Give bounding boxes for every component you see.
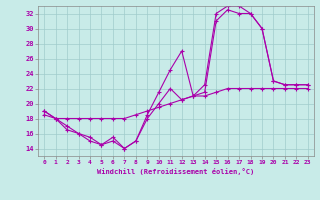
X-axis label: Windchill (Refroidissement éolien,°C): Windchill (Refroidissement éolien,°C): [97, 168, 255, 175]
